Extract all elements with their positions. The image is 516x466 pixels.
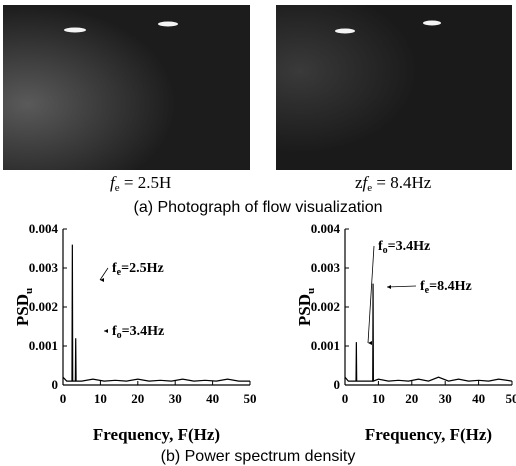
x-tick-label: 50 [244, 391, 257, 406]
y-tick-label: 0 [334, 377, 341, 392]
subscript: u [23, 288, 35, 294]
annotation-text: =3.4Hz [388, 239, 431, 254]
symbol: f [112, 324, 117, 339]
x-axis-label: Frequency, F(Hz) [365, 425, 492, 444]
annotation: fe=8.4Hz [420, 279, 472, 296]
photo-caption: zfe = 8.4Hz [355, 173, 432, 194]
symbol: f [110, 173, 117, 192]
y-axis-label: PSDu [295, 288, 317, 326]
data-line [62, 244, 250, 382]
streak [335, 28, 355, 34]
caption-text: = 8.4Hz [372, 173, 432, 192]
y-tick-label: 0.004 [311, 221, 341, 236]
y-tick-label: 0.001 [29, 338, 58, 353]
x-tick-label: 10 [94, 391, 107, 406]
x-tick-label: 40 [206, 391, 219, 406]
y-tick-label: 0.004 [29, 221, 59, 236]
x-tick-label: 0 [342, 391, 349, 406]
subscript: o [117, 330, 122, 341]
symbol: f [112, 261, 117, 276]
streak [423, 20, 441, 26]
annotation: fo=3.4Hz [112, 324, 164, 341]
caption-text: = 2.5H [120, 173, 172, 192]
x-tick-label: 30 [169, 391, 182, 406]
subscript: u [305, 288, 317, 294]
x-tick-label: 10 [372, 391, 385, 406]
y-tick-label: 0.002 [311, 299, 340, 314]
annotation-text: =2.5Hz [121, 261, 164, 276]
annotation-text: =3.4Hz [122, 324, 165, 339]
subscript: e [117, 267, 122, 278]
x-tick-label: 50 [506, 391, 516, 406]
x-axis-label: Frequency, F(Hz) [93, 425, 220, 444]
figure-caption: (b) Power spectrum density [161, 448, 356, 465]
arrow-head [104, 329, 108, 333]
y-tick-label: 0.001 [311, 338, 340, 353]
arrow-head [100, 278, 104, 282]
photo-image [276, 5, 512, 170]
symbol: f [378, 239, 383, 254]
photo-caption: fe = 2.5H [110, 173, 171, 194]
annotation: fe=2.5Hz [112, 261, 164, 278]
x-tick-label: 0 [60, 391, 67, 406]
label-text: PSD [295, 294, 314, 326]
subscript: e [115, 182, 120, 194]
figure-caption: (a) Photograph of flow visualization [133, 199, 382, 216]
streak [64, 27, 86, 33]
y-tick-label: 0 [52, 377, 59, 392]
symbol: f [363, 173, 370, 192]
photo [276, 5, 512, 170]
y-tick-label: 0.003 [29, 260, 59, 275]
y-tick-label: 0.002 [29, 299, 58, 314]
data-line [344, 283, 513, 382]
annotation-arrow [99, 267, 109, 281]
symbol: f [420, 279, 425, 294]
y-tick-label: 0.003 [311, 260, 341, 275]
x-tick-label: 40 [472, 391, 485, 406]
x-tick-label: 20 [405, 391, 418, 406]
streak [158, 21, 178, 27]
label-text: PSD [13, 294, 32, 326]
annotation-arrow [367, 245, 375, 344]
subscript: o [383, 245, 388, 256]
subscript: e [367, 182, 372, 194]
photo [3, 5, 250, 170]
photo-image [3, 5, 250, 170]
annotation-text: =8.4Hz [429, 279, 472, 294]
y-axis-label: PSDu [13, 288, 35, 326]
prefix: z [355, 173, 363, 192]
arrow-head [368, 341, 372, 345]
arrow-head [387, 285, 391, 289]
annotation: fo=3.4Hz [378, 239, 430, 256]
x-tick-label: 20 [131, 391, 144, 406]
annotation-arrow [386, 285, 417, 288]
subscript: e [425, 285, 430, 296]
x-tick-label: 30 [439, 391, 452, 406]
